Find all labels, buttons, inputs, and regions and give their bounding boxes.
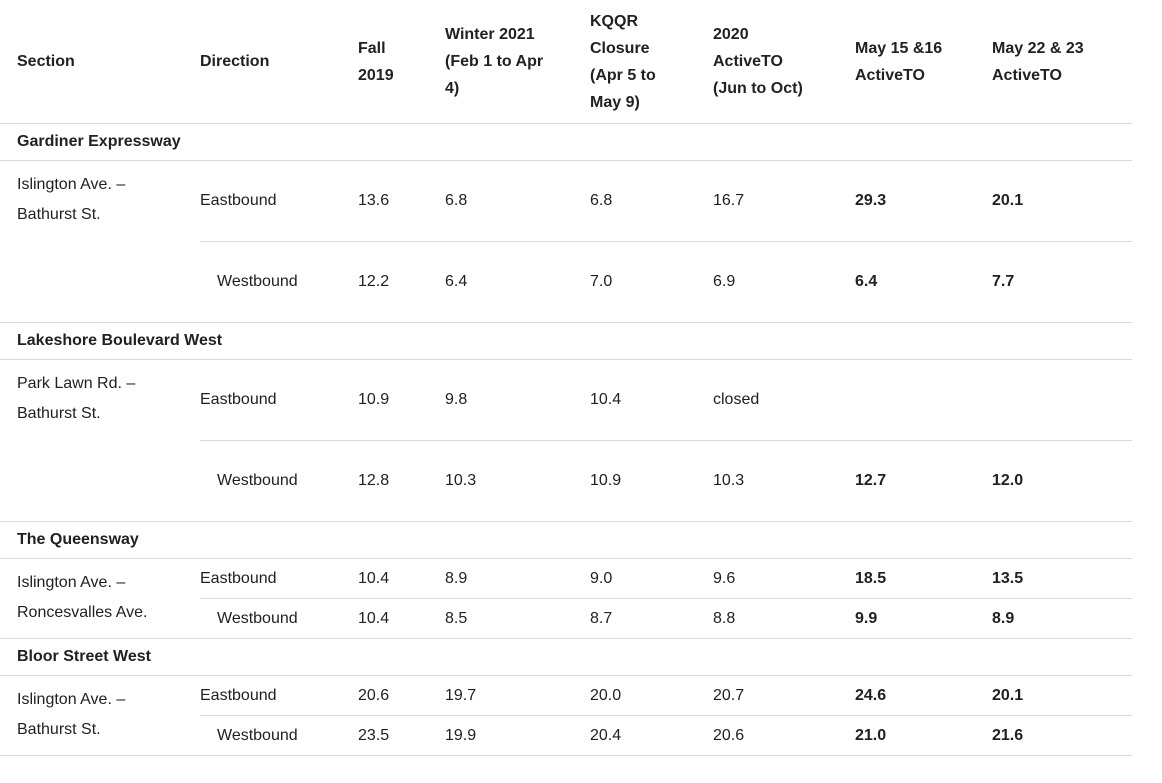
value-cell: 21.6: [992, 715, 1132, 756]
direction-cell: Eastbound: [200, 675, 358, 716]
table-row: Westbound 12.2 6.4 7.0 6.9 6.4 7.7: [0, 241, 1132, 323]
value-cell: 20.1: [992, 675, 1132, 716]
value-cell: 8.7: [590, 598, 713, 639]
table-row: Islington Ave. – Bathurst St. Eastbound 13…: [0, 160, 1132, 323]
direction-cell: Eastbound: [200, 359, 358, 441]
column-header-kqqr-closure: KQQR Closure (Apr 5 to May 9): [590, 0, 713, 124]
value-cell: 10.4: [590, 359, 713, 441]
table-row: Islington Ave. – Roncesvalles Ave. Eastbo…: [0, 558, 1132, 639]
value-cell: 20.7: [713, 675, 855, 716]
direction-cell: Westbound: [200, 598, 358, 639]
value-cell: 10.4: [358, 598, 445, 639]
section-group-title: Bloor Street West: [0, 638, 1132, 676]
direction-cell: Eastbound: [200, 558, 358, 599]
column-header-winter-2021: Winter 2021 (Feb 1 to Apr 4): [445, 0, 590, 124]
value-cell: 8.5: [445, 598, 590, 639]
value-cell: 10.4: [358, 558, 445, 599]
value-cell: 12.2: [358, 241, 445, 323]
value-cell: 20.6: [358, 675, 445, 716]
value-cell: 16.7: [713, 160, 855, 242]
value-cell: 13.6: [358, 160, 445, 242]
table-body: Gardiner Expressway Islington Ave. – Bath…: [0, 123, 1132, 756]
value-cell: 6.4: [445, 241, 590, 323]
travel-times-table: Section Direction Fall 2019 Winter 2021 (Fe…: [0, 0, 1132, 756]
section-group-title: Lakeshore Boulevard West: [0, 322, 1132, 360]
value-cell: 9.0: [590, 558, 713, 599]
segment-name: Park Lawn Rd. – Bathurst St.: [0, 359, 200, 522]
table-row: Westbound 23.5 19.9 20.4 20.6 21.0 21.6: [0, 715, 1132, 756]
value-cell: 20.1: [992, 160, 1132, 242]
direction-cell: Eastbound: [200, 160, 358, 242]
value-cell: 6.8: [445, 160, 590, 242]
value-cell: 12.0: [992, 440, 1132, 522]
value-cell: 9.9: [855, 598, 992, 639]
section-group-row: Gardiner Expressway: [0, 123, 1132, 161]
value-cell: 6.9: [713, 241, 855, 323]
value-cell: 24.6: [855, 675, 992, 716]
segment-name: Islington Ave. – Roncesvalles Ave.: [0, 558, 200, 639]
column-header-activeto-2020: 2020 ActiveTO (Jun to Oct): [713, 0, 855, 124]
section-group-row: The Queensway: [0, 521, 1132, 559]
value-cell: closed: [713, 359, 855, 441]
value-cell: 20.4: [590, 715, 713, 756]
value-cell: 23.5: [358, 715, 445, 756]
section-group-title: Gardiner Expressway: [0, 123, 1132, 161]
value-cell: 6.4: [855, 241, 992, 323]
value-cell: 20.0: [590, 675, 713, 716]
value-cell: 10.9: [358, 359, 445, 441]
value-cell: 10.3: [713, 440, 855, 522]
value-cell: 10.9: [590, 440, 713, 522]
table-row: Islington Ave. – Bathurst St. Eastbound 20…: [0, 675, 1132, 756]
table-header: Section Direction Fall 2019 Winter 2021 (Fe…: [0, 0, 1132, 124]
value-cell: [992, 359, 1132, 441]
value-cell: 13.5: [992, 558, 1132, 599]
value-cell: 10.3: [445, 440, 590, 522]
value-cell: 19.9: [445, 715, 590, 756]
value-cell: [855, 359, 992, 441]
value-cell: 8.9: [992, 598, 1132, 639]
section-group-title: The Queensway: [0, 521, 1132, 559]
direction-cell: Westbound: [200, 241, 358, 323]
column-header-fall-2019: Fall 2019: [358, 0, 445, 124]
value-cell: 9.8: [445, 359, 590, 441]
value-cell: 12.7: [855, 440, 992, 522]
header-row: Section Direction Fall 2019 Winter 2021 (Fe…: [0, 0, 1132, 124]
value-cell: 18.5: [855, 558, 992, 599]
segment-name: Islington Ave. – Bathurst St.: [0, 160, 200, 323]
value-cell: 12.8: [358, 440, 445, 522]
column-header-section: Section: [0, 0, 200, 124]
direction-cell: Westbound: [200, 715, 358, 756]
value-cell: 8.9: [445, 558, 590, 599]
value-cell: 9.6: [713, 558, 855, 599]
value-cell: 7.0: [590, 241, 713, 323]
value-cell: 19.7: [445, 675, 590, 716]
column-header-may-22-23: May 22 & 23 ActiveTO: [992, 0, 1132, 124]
value-cell: 6.8: [590, 160, 713, 242]
section-group-row: Lakeshore Boulevard West: [0, 322, 1132, 360]
table-row: Park Lawn Rd. – Bathurst St. Eastbound 10.…: [0, 359, 1132, 522]
table-row: Westbound 10.4 8.5 8.7 8.8 9.9 8.9: [0, 598, 1132, 639]
value-cell: 29.3: [855, 160, 992, 242]
column-header-direction: Direction: [200, 0, 358, 124]
value-cell: 8.8: [713, 598, 855, 639]
value-cell: 21.0: [855, 715, 992, 756]
direction-cell: Westbound: [200, 440, 358, 522]
value-cell: 20.6: [713, 715, 855, 756]
column-header-may-15-16: May 15 &16 ActiveTO: [855, 0, 992, 124]
section-group-row: Bloor Street West: [0, 638, 1132, 676]
value-cell: 7.7: [992, 241, 1132, 323]
segment-name: Islington Ave. – Bathurst St.: [0, 675, 200, 756]
